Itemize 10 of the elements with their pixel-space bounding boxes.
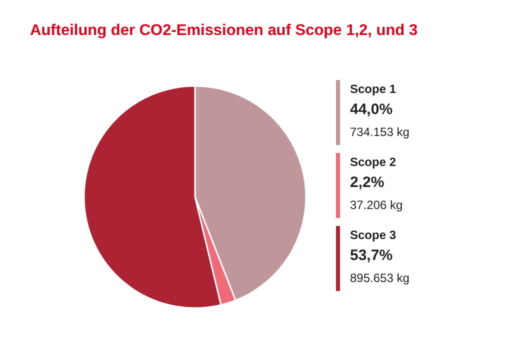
text: 895.653 kg — [350, 270, 410, 287]
data-label: 2,2% — [350, 173, 386, 193]
text: 37.206 kg — [350, 197, 403, 214]
legend-label: Scope 3 — [350, 227, 398, 244]
data-label: 53,7% — [350, 246, 394, 266]
chart-title: Aufteilung der CO2-Emissionen auf Scope 1,2, und 3 — [30, 22, 418, 40]
text: 734.153 kg — [350, 124, 410, 141]
legend-label: Scope 2 — [350, 154, 398, 171]
data-label: 44,0% — [350, 100, 394, 120]
legend-label: Scope 1 — [350, 81, 398, 98]
